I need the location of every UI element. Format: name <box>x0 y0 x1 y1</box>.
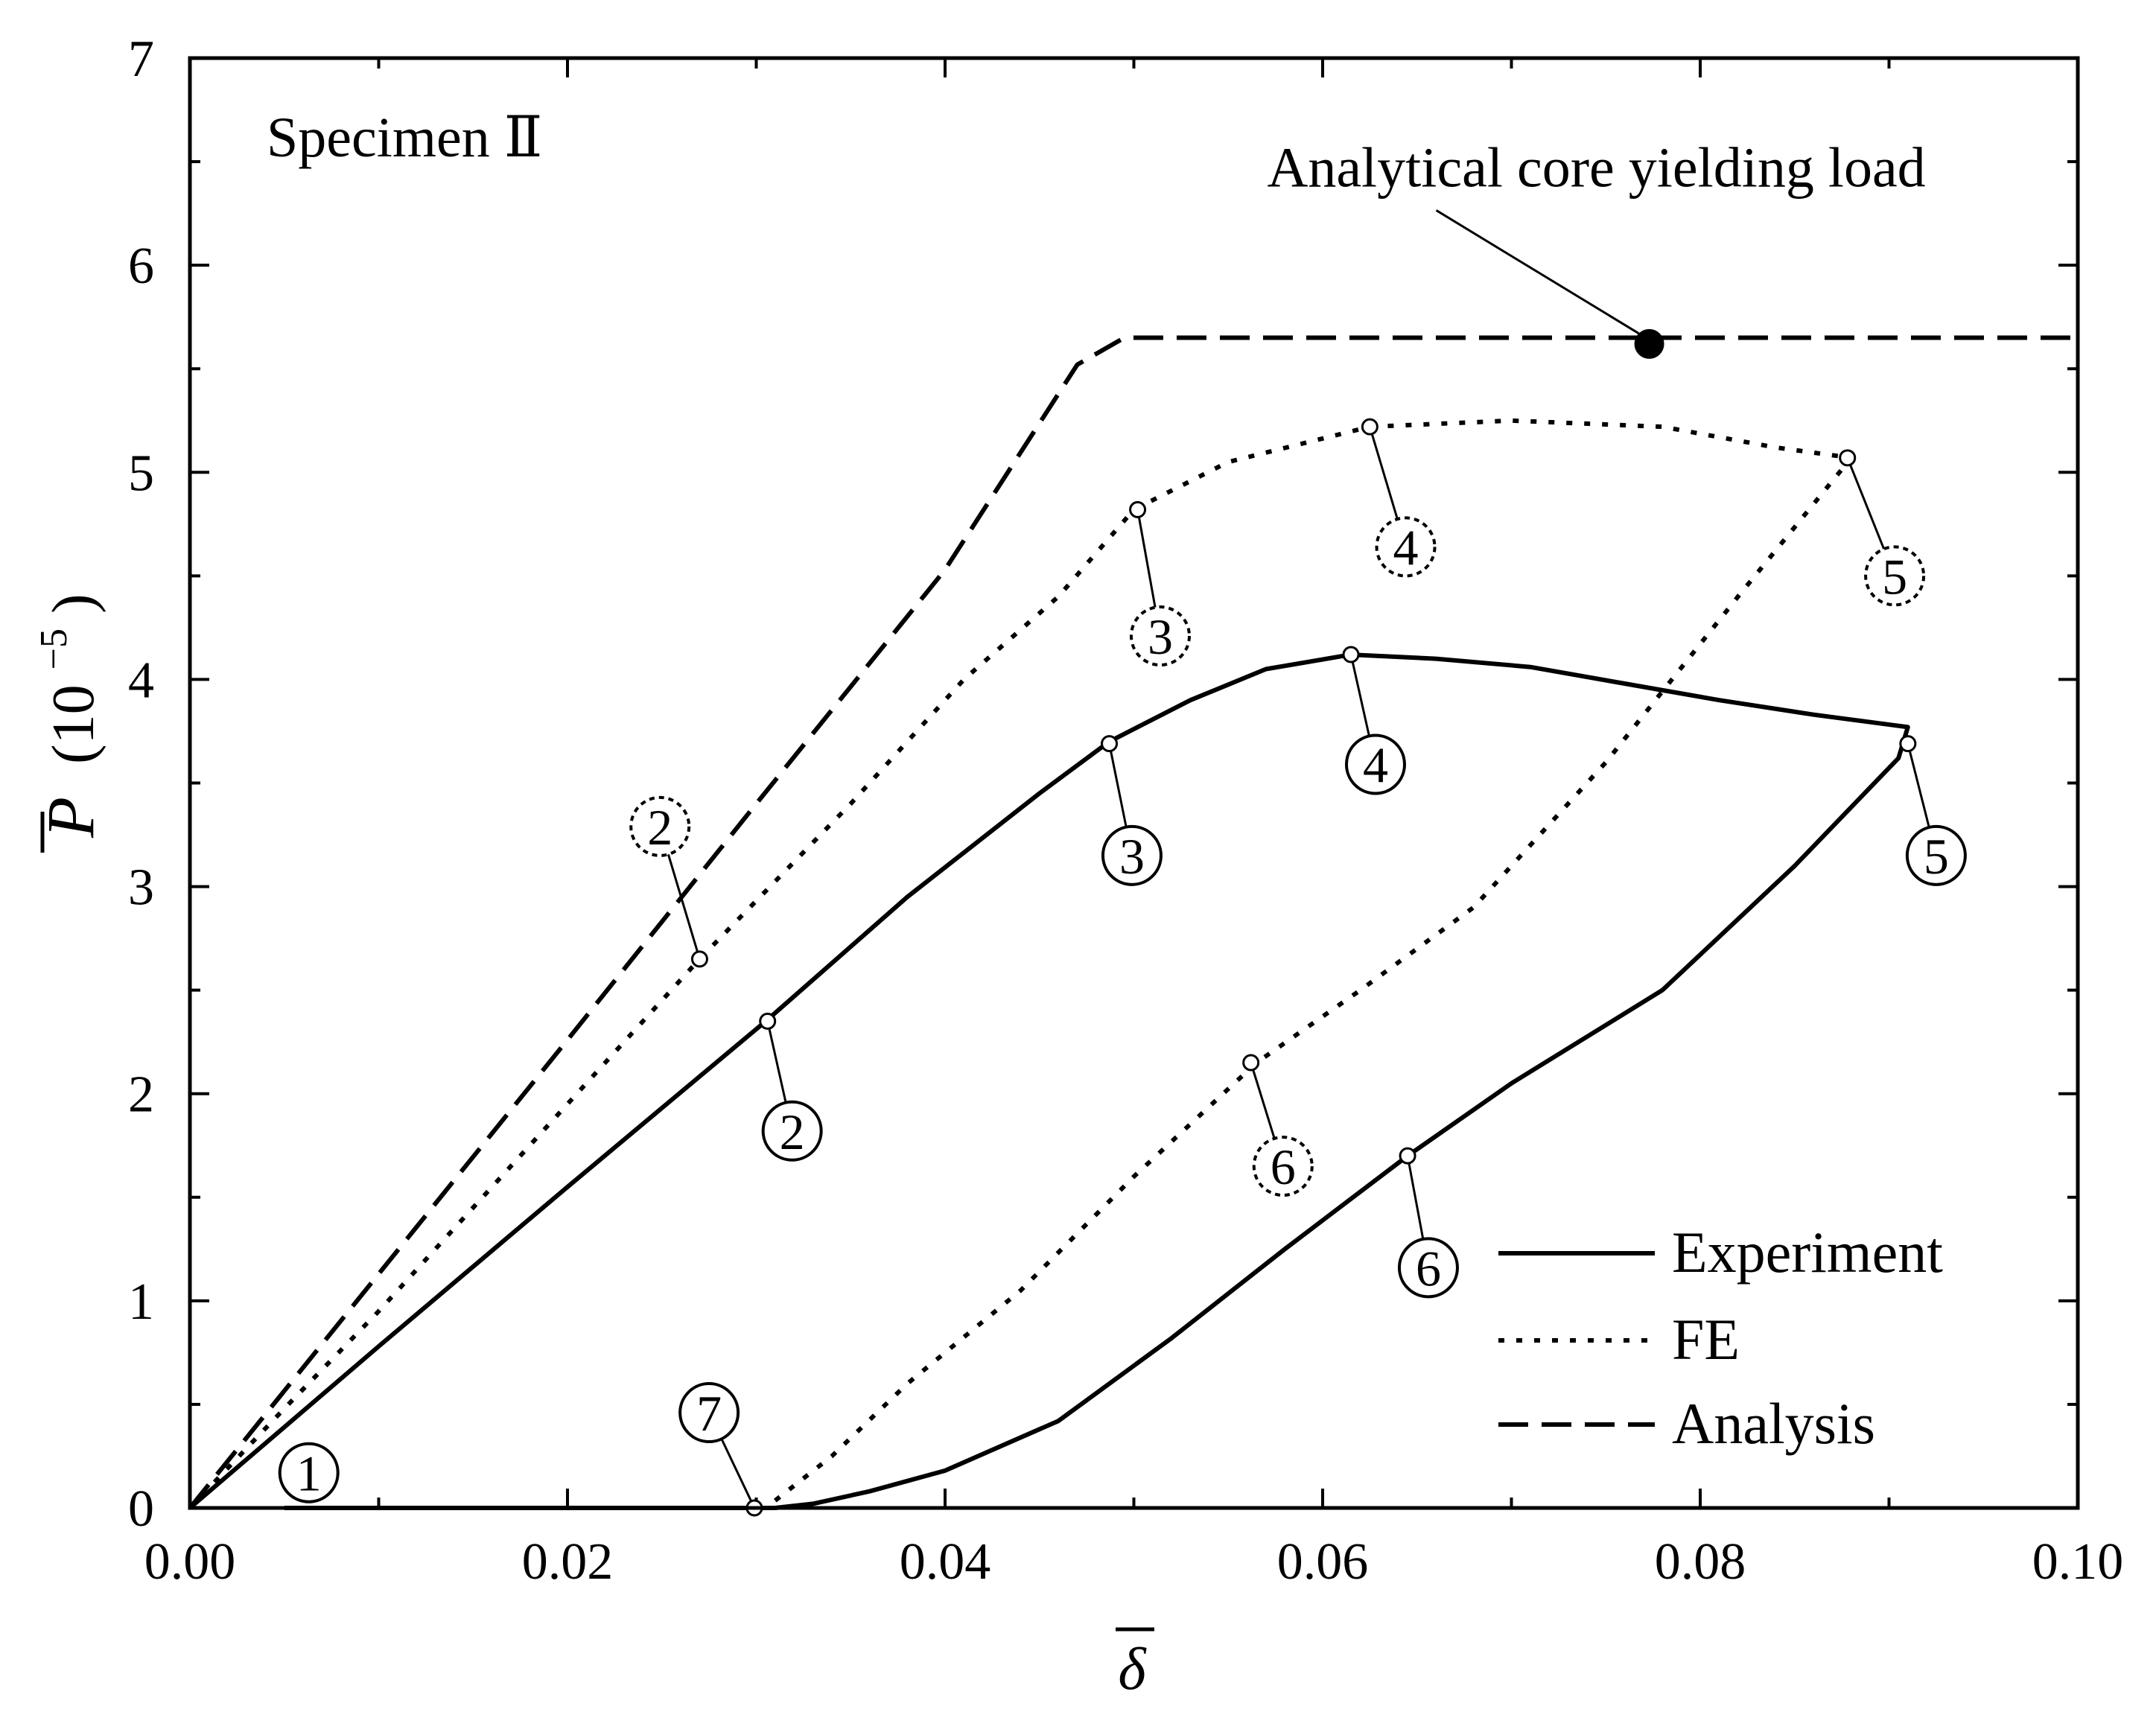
y-tick-label: 4 <box>128 652 154 709</box>
marker-leader-line <box>1252 1070 1276 1139</box>
marker-leader-line <box>1351 662 1370 736</box>
marker-leader-line <box>1138 517 1157 608</box>
axis-ticks <box>188 57 2079 1509</box>
y-tick-label: 2 <box>128 1066 154 1124</box>
marker-label-circle <box>1129 605 1191 667</box>
x-tick-label: 0.02 <box>522 1533 614 1591</box>
tick-labels: 0.00 0.02 0.04 0.06 0.08 0.10 0 1 2 3 4 5 6 7 <box>128 31 2123 1591</box>
state-markers: 1 2 3 4 5 6 7 2 3 4 5 6 <box>278 418 1967 1517</box>
marker-leader-line <box>1371 434 1399 520</box>
marker-leader-line <box>768 1028 787 1104</box>
state-marker-solid-4: 4 <box>1342 646 1406 795</box>
marker-label-circle <box>278 1442 340 1503</box>
state-marker-dotted-3: 3 <box>1129 500 1191 667</box>
marker-label-text: 3 <box>1119 828 1145 885</box>
x-axis-symbol: δ <box>1118 1637 1147 1702</box>
x-tick-label: 0.08 <box>1655 1533 1746 1591</box>
marker-leader-line <box>1408 1163 1425 1240</box>
state-marker-dotted-4: 4 <box>1361 418 1437 578</box>
state-marker-solid-2: 2 <box>759 1012 823 1162</box>
marker-point <box>759 1012 777 1030</box>
marker-label-circle <box>1344 733 1406 795</box>
state-marker-solid-7: 7 <box>678 1382 763 1517</box>
legend-label-analysis: Analysis <box>1672 1391 1875 1456</box>
marker-label-text: 4 <box>1363 736 1388 793</box>
x-axis-title: δ <box>1116 1627 1154 1702</box>
legend: Experiment FE Analysis <box>1498 1220 1943 1456</box>
y-tick-label: 5 <box>128 445 154 502</box>
x-tick-label: 0.04 <box>900 1533 991 1591</box>
yield-load-annotation: Analytical core yielding load <box>1267 136 1926 359</box>
marker-leader-line <box>667 853 699 952</box>
state-marker-dotted-2: 2 <box>629 795 708 968</box>
series-line-analysis <box>188 335 2078 1509</box>
state-marker-solid-1: 1 <box>278 1442 340 1503</box>
y-axis-symbol: P <box>34 797 108 838</box>
marker-label-text: 6 <box>1416 1240 1441 1296</box>
marker-label-circle <box>1864 545 1926 607</box>
series-layer <box>188 335 2078 1510</box>
marker-label-text: 2 <box>780 1104 805 1160</box>
x-tick-label: 0.10 <box>2032 1533 2124 1591</box>
marker-label-circle <box>629 795 691 857</box>
marker-label-text: 6 <box>1271 1139 1296 1195</box>
marker-label-text: 5 <box>1882 548 1907 605</box>
marker-label-text: 3 <box>1148 608 1173 665</box>
marker-leader-line <box>720 1438 752 1501</box>
y-axis-exponent: −5 <box>33 628 75 669</box>
marker-label-text: 1 <box>296 1445 322 1502</box>
state-marker-solid-3: 3 <box>1101 735 1163 886</box>
marker-leader-line <box>1849 465 1886 550</box>
y-tick-label: 1 <box>128 1273 154 1331</box>
marker-label-circle <box>761 1100 823 1162</box>
marker-label-circle <box>1375 516 1437 578</box>
marker-label-circle <box>1397 1237 1459 1299</box>
marker-leader-line <box>1110 751 1128 827</box>
marker-leader-line <box>1909 751 1930 828</box>
marker-label-circle <box>1252 1136 1314 1197</box>
y-tick-label: 6 <box>128 238 154 295</box>
marker-point <box>1129 500 1147 518</box>
y-tick-label: 3 <box>128 859 154 917</box>
marker-point <box>1242 1054 1260 1072</box>
marker-label-text: 7 <box>696 1385 722 1442</box>
marker-label-text: 4 <box>1393 519 1419 576</box>
marker-point <box>690 950 708 968</box>
marker-point <box>1361 418 1378 436</box>
y-axis-title: P (10 −5 ) <box>14 593 108 853</box>
series-line-experiment <box>188 652 1910 1510</box>
marker-point <box>1899 735 1917 753</box>
legend-label-experiment: Experiment <box>1672 1220 1943 1285</box>
marker-label-circle <box>678 1382 740 1444</box>
svg-text:P (10 −5 ): P (10 −5 ) <box>14 593 108 838</box>
y-axis-unit: (10 <box>41 684 106 764</box>
y-tick-label: 0 <box>128 1480 154 1538</box>
annotation-text: Analytical core yielding load <box>1267 136 1925 199</box>
specimen-label: Specimen Ⅱ <box>267 106 542 169</box>
yield-load-point <box>1634 328 1664 359</box>
marker-label-text: 5 <box>1924 828 1949 885</box>
state-marker-dotted-6: 6 <box>1242 1054 1314 1197</box>
annotation-leader-line <box>1435 209 1640 335</box>
marker-label-text: 2 <box>647 799 672 856</box>
marker-label-circle <box>1905 824 1967 886</box>
plot-frame <box>188 56 2080 1510</box>
legend-label-fe: FE <box>1672 1307 1740 1372</box>
x-tick-label: 0.00 <box>144 1533 236 1591</box>
y-tick-label: 7 <box>128 31 154 88</box>
state-marker-solid-5: 5 <box>1899 735 1967 886</box>
series-line-fe <box>188 418 1854 1510</box>
marker-point <box>1101 735 1119 753</box>
marker-label-circle <box>1101 824 1163 886</box>
marker-point <box>1399 1147 1416 1165</box>
marker-point <box>1839 449 1857 467</box>
marker-point <box>1342 646 1360 663</box>
x-tick-label: 0.06 <box>1277 1533 1369 1591</box>
y-axis-unit-close: ) <box>41 593 106 614</box>
state-marker-solid-6: 6 <box>1397 1147 1459 1299</box>
state-marker-dotted-5: 5 <box>1839 449 1926 607</box>
